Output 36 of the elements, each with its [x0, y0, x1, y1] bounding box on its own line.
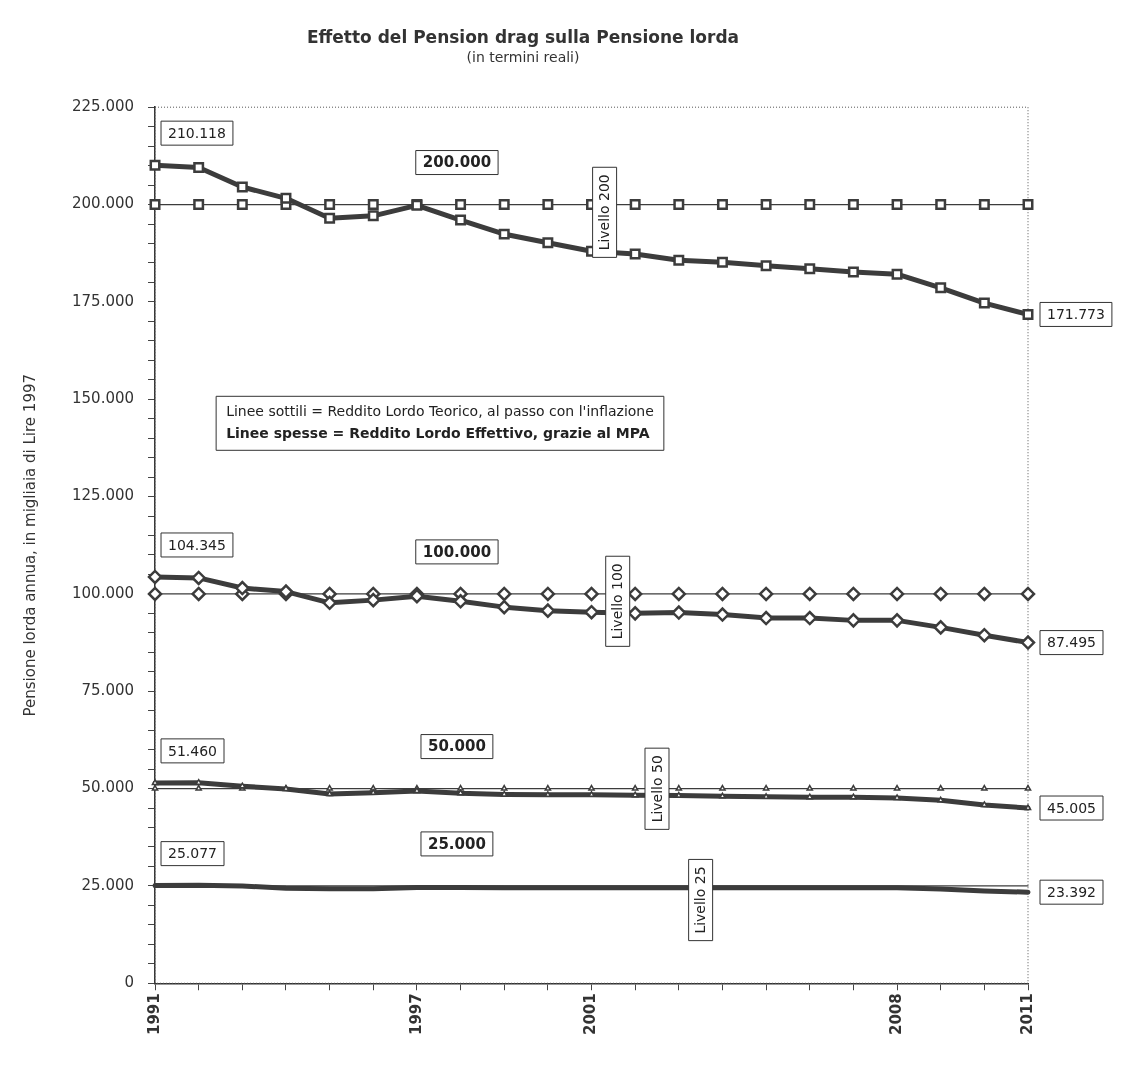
y-tick-label: 225.000 — [72, 97, 135, 116]
y-tick-label: 175.000 — [72, 291, 135, 310]
data-label: 51.460 — [168, 742, 218, 759]
x-tick-label: 1991 — [144, 993, 163, 1035]
data-label: 87.495 — [1046, 634, 1096, 651]
x-tick-label: 2011 — [1017, 993, 1036, 1035]
chart-title: Effetto del Pension drag sulla Pensione lorda — [306, 26, 740, 47]
data-label: 200.000 — [422, 153, 492, 172]
y-tick-label: 150.000 — [72, 389, 135, 408]
annotation: Livello 25 — [692, 866, 709, 934]
data-label: 171.773 — [1046, 306, 1105, 323]
annotation: Linee sottili = Reddito Lordo Teorico, al passo con l'inflazione — [226, 402, 654, 419]
annotation: Livello 50 — [648, 755, 665, 823]
y-tick-label: 200.000 — [72, 194, 135, 213]
data-label: 23.392 — [1046, 883, 1096, 900]
data-label: 25.077 — [168, 845, 218, 862]
y-tick-label: 75.000 — [81, 681, 135, 700]
chart-subtitle: (in termini reali) — [466, 49, 580, 66]
data-label: 100.000 — [422, 542, 492, 561]
y-tick-label: 0 — [124, 973, 135, 992]
annotation: Linee spesse = Reddito Lordo Effettivo, grazie al MPA — [226, 424, 650, 441]
y-axis-title: Pensione lorda annua, in migliaia di Lire 1997 — [20, 373, 39, 717]
annotation: Livello 100 — [609, 563, 626, 640]
data-label: 45.005 — [1046, 799, 1096, 816]
y-tick-label: 50.000 — [81, 778, 135, 797]
y-tick-label: 25.000 — [81, 875, 135, 894]
data-label: 104.345 — [168, 536, 226, 553]
annotation: Livello 200 — [596, 174, 613, 251]
data-label: 210.118 — [168, 124, 226, 141]
x-tick-label: 2001 — [581, 993, 600, 1035]
x-tick-label: 1997 — [406, 993, 425, 1035]
y-tick-label: 125.000 — [72, 486, 135, 505]
y-tick-label: 100.000 — [72, 583, 135, 602]
x-tick-label: 2008 — [886, 993, 905, 1035]
data-label: 25.000 — [427, 834, 486, 853]
data-label: 50.000 — [427, 737, 486, 756]
